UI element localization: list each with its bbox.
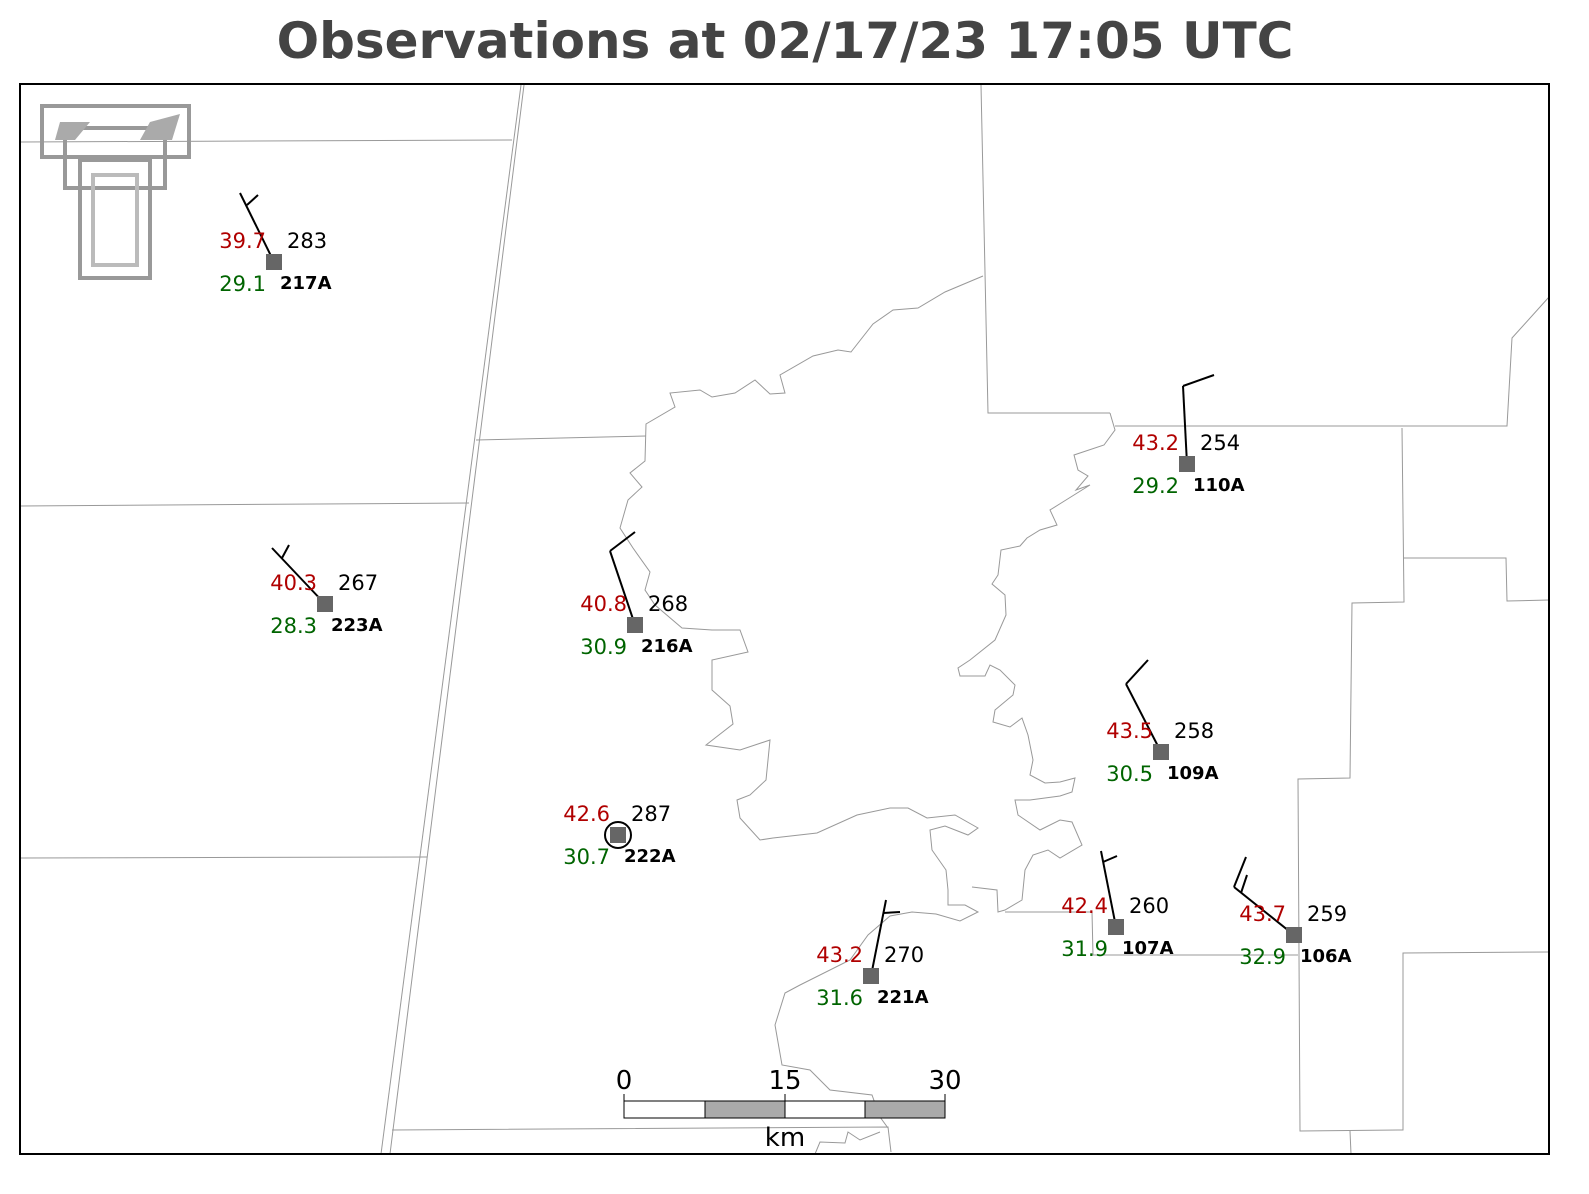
temperature: 40.3: [270, 571, 317, 595]
station-marker: [1286, 927, 1302, 943]
station-value: 260: [1129, 894, 1169, 918]
logo: [40, 104, 191, 280]
wind-staff: [1182, 385, 1188, 465]
station-id: 109A: [1167, 763, 1219, 784]
calm-circle: [604, 821, 632, 849]
dewpoint: 32.9: [1239, 945, 1286, 969]
station-value: 254: [1200, 431, 1240, 455]
station-id: 106A: [1300, 946, 1352, 967]
station-id: 217A: [280, 273, 332, 294]
temperature: 39.7: [219, 229, 266, 253]
station-value: 258: [1174, 719, 1214, 743]
station-marker: [1179, 456, 1195, 472]
map-frame: [19, 83, 1550, 1155]
scale-tick: 15: [768, 1066, 801, 1096]
wind-staff: [239, 192, 275, 263]
temperature: 43.2: [816, 943, 863, 967]
station-marker: [863, 968, 879, 984]
scale-tick: 30: [928, 1066, 961, 1096]
station-marker: [266, 254, 282, 270]
dewpoint: 30.7: [563, 845, 610, 869]
station-marker: [610, 827, 626, 843]
wind-barb: [882, 911, 901, 914]
temperature: 43.2: [1132, 431, 1179, 455]
station-value: 268: [648, 592, 688, 616]
wind-barb: [1125, 659, 1149, 685]
dewpoint: 30.9: [580, 635, 627, 659]
station-value: 259: [1307, 902, 1347, 926]
wind-staff: [271, 547, 326, 605]
dewpoint: 30.5: [1106, 762, 1153, 786]
scale-bar: 0 15 30 km: [616, 1066, 962, 1153]
dewpoint: 29.2: [1132, 474, 1179, 498]
wind-staff: [1233, 886, 1295, 936]
temperature: 43.7: [1239, 902, 1286, 926]
wind-barb: [609, 531, 636, 552]
station-marker: [317, 596, 333, 612]
dewpoint: 28.3: [270, 614, 317, 638]
wind-barb: [1182, 374, 1215, 387]
station-marker: [1153, 744, 1169, 760]
station-id: 222A: [624, 846, 676, 867]
wind-staff: [1100, 850, 1117, 928]
station-value: 270: [884, 943, 924, 967]
station-value: 287: [631, 802, 671, 826]
temperature: 43.5: [1106, 719, 1153, 743]
scale-unit: km: [765, 1123, 805, 1153]
station-value: 283: [287, 229, 327, 253]
station-id: 216A: [641, 636, 693, 657]
station-id: 223A: [331, 615, 383, 636]
wind-barb: [1102, 855, 1118, 863]
temperature: 42.4: [1061, 894, 1108, 918]
county-lines: [19, 84, 1550, 1155]
station-id: 221A: [877, 987, 929, 1008]
temperature: 42.6: [563, 802, 610, 826]
scale-tick: 0: [616, 1066, 633, 1096]
title: Observations at 02/17/23 17:05 UTC: [277, 12, 1294, 70]
dewpoint: 31.6: [816, 986, 863, 1010]
temperature: 40.8: [580, 592, 627, 616]
wind-staff: [609, 550, 636, 626]
wind-barb: [1233, 856, 1247, 888]
station-value: 267: [338, 571, 378, 595]
station-id: 107A: [1122, 938, 1174, 959]
wind-barb: [1240, 874, 1248, 894]
wind-staff: [1125, 683, 1162, 753]
wind-barb: [281, 544, 290, 559]
stations: 39.7 283 29.1 217A 40.3 267 28.3 223A 40.8 268 30.…: [219, 192, 1352, 1010]
dewpoint: 31.9: [1061, 937, 1108, 961]
dewpoint: 29.1: [219, 272, 266, 296]
station-marker: [627, 617, 643, 633]
station-marker: [1108, 919, 1124, 935]
wind-barb: [246, 194, 259, 206]
station-id: 110A: [1193, 475, 1245, 496]
